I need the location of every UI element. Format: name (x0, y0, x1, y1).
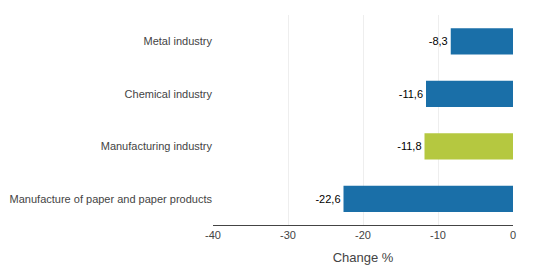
svg-text:-22,6: -22,6 (315, 193, 340, 205)
svg-text:-40: -40 (205, 229, 221, 241)
svg-text:Manufacturing industry: Manufacturing industry (101, 140, 213, 152)
svg-text:-11,8: -11,8 (397, 140, 421, 152)
svg-text:Chemical industry: Chemical industry (125, 88, 213, 100)
svg-text:-30: -30 (280, 229, 296, 241)
svg-text:-20: -20 (355, 229, 371, 241)
svg-text:0: 0 (510, 229, 516, 241)
svg-text:-11,6: -11,6 (399, 88, 423, 100)
svg-text:-10: -10 (430, 229, 446, 241)
svg-text:Change %: Change % (333, 250, 394, 265)
svg-text:Manufacture of paper and paper: Manufacture of paper and paper products (10, 193, 213, 205)
svg-text:Metal industry: Metal industry (144, 35, 213, 47)
svg-text:-8,3: -8,3 (429, 35, 448, 47)
